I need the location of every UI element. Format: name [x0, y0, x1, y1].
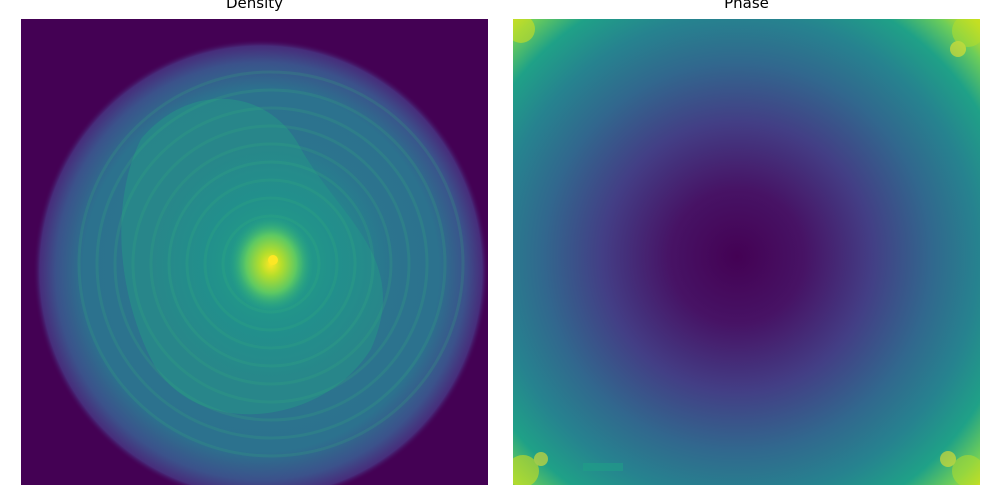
phase-title: Phase [724, 0, 769, 12]
phase-heatmap-svg [513, 19, 980, 485]
density-peak-center [268, 255, 278, 265]
density-heatmap [21, 19, 488, 485]
phase-corner-noise [513, 19, 980, 485]
phase-field [513, 19, 980, 485]
density-title: Density [225, 0, 284, 12]
phase-heatmap [513, 19, 980, 485]
density-ripples [77, 70, 465, 458]
density-heatmap-svg [21, 19, 488, 485]
